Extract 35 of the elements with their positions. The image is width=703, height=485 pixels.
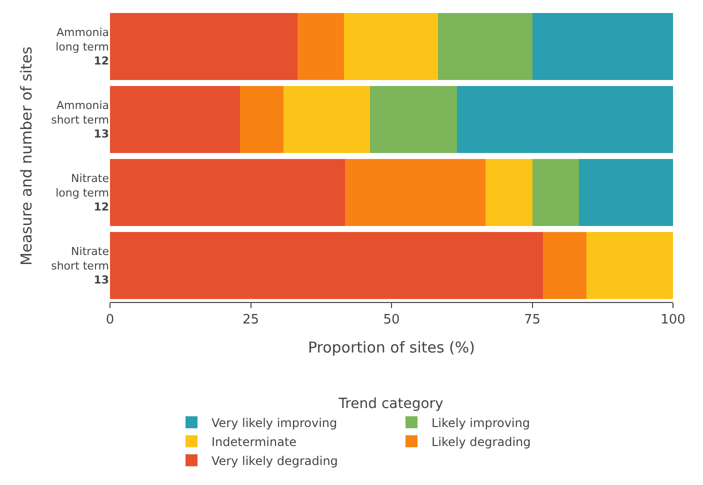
bar (486, 158, 532, 226)
bar (283, 86, 370, 154)
bar (240, 86, 284, 154)
legend-label: Indeterminate (212, 434, 297, 449)
x-tick-label: 100 (660, 312, 686, 328)
x-tick-label: 0 (106, 312, 114, 328)
bar (578, 158, 673, 226)
bar (586, 232, 673, 300)
bar (532, 12, 673, 80)
legend-label: Very likely improving (212, 416, 338, 430)
x-tick-label: 50 (383, 312, 400, 328)
legend-label: Very likely degrading (212, 454, 338, 468)
bar (344, 12, 438, 80)
x-tick-label: 75 (524, 312, 541, 328)
y-axis-title: Measure and number of sites (17, 46, 36, 266)
x-axis-title: Proportion of sites (%) (308, 338, 476, 357)
bar (110, 86, 240, 154)
legend-label: Likely degrading (432, 434, 531, 449)
bar (456, 86, 673, 154)
bar (532, 158, 579, 226)
bar (438, 12, 532, 80)
y-tick-label: Ammonia long term 12 (56, 26, 109, 68)
legend-label: Likely improving (432, 416, 530, 430)
bar (110, 232, 543, 300)
bar (344, 158, 486, 226)
y-tick-label: Nitrate long term 12 (56, 172, 110, 214)
bar (370, 86, 457, 154)
bar (542, 232, 586, 300)
bar (297, 12, 344, 80)
y-tick-label: Nitrate short term 13 (51, 245, 110, 287)
bar (110, 158, 345, 226)
legend-title: Trend category (338, 396, 444, 412)
x-tick-label: 25 (242, 312, 260, 328)
bar (110, 12, 298, 80)
y-tick-label: Ammonia short term 13 (51, 99, 109, 141)
